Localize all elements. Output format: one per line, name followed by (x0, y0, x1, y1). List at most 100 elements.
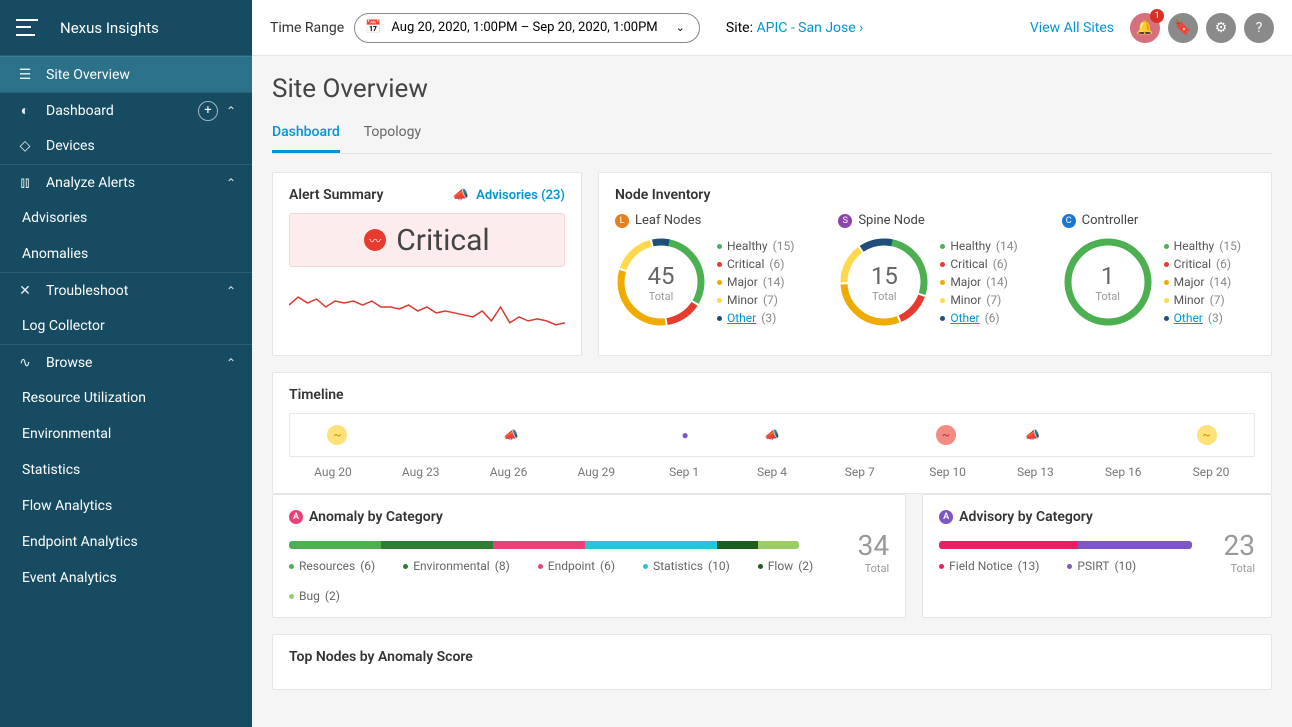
timeline-date: Sep 20 (1167, 465, 1255, 479)
add-dashboard-icon[interactable]: + (198, 101, 218, 121)
chevron-up-icon: ⌃ (226, 284, 236, 298)
legend-item[interactable]: Endpoint (6) (538, 559, 615, 573)
alert-sparkline (289, 277, 565, 337)
legend-item[interactable]: Bug (2) (289, 589, 340, 603)
devices-icon: ◇ (16, 138, 34, 154)
timeline-event-icon: ~ (936, 425, 956, 445)
nav-statistics[interactable]: Statistics (0, 452, 252, 488)
timeline-date: Aug 23 (377, 465, 465, 479)
nav-troubleshoot[interactable]: ✕ Troubleshoot ⌃ (0, 272, 252, 308)
view-all-sites-link[interactable]: View All Sites (1030, 20, 1114, 36)
megaphone-icon: 📣 (453, 188, 469, 203)
legend-item[interactable]: Statistics (10) (643, 559, 730, 573)
settings-button[interactable]: ⚙ (1206, 13, 1236, 43)
legend-item[interactable]: Environmental (8) (403, 559, 510, 573)
layers-icon: ☰ (16, 67, 34, 83)
timeline-date: Sep 13 (992, 465, 1080, 479)
nav-dashboard[interactable]: ◐ Dashboard + ⌃ (0, 92, 252, 128)
site-link[interactable]: APIC - San Jose (756, 20, 855, 36)
timeline-labels: Aug 20Aug 23Aug 26Aug 29Sep 1Sep 4Sep 7S… (289, 465, 1255, 479)
bar-segment (717, 541, 758, 549)
time-range-label: Time Range (270, 20, 344, 36)
timeline-event-icon: ~ (327, 425, 347, 445)
help-button[interactable]: ? (1244, 13, 1274, 43)
app-name: Nexus Insights (60, 19, 159, 37)
timeline-date: Aug 26 (465, 465, 553, 479)
nav-devices[interactable]: ◇ Devices (0, 128, 252, 164)
bar-segment (493, 541, 585, 549)
nav-browse[interactable]: ∿ Browse ⌃ (0, 344, 252, 380)
node-type-icon: L (615, 214, 629, 228)
node-legend: Healthy (14)Critical (6)Major (14)Minor … (940, 239, 1017, 325)
nav-log-collector[interactable]: Log Collector (0, 308, 252, 344)
sidebar: Nexus Insights ☰ Site Overview ◐ Dashboa… (0, 0, 252, 727)
nav-environmental[interactable]: Environmental (0, 416, 252, 452)
bar-segment (758, 541, 799, 549)
bar-segment (381, 541, 493, 549)
site-label: Site: APIC - San Jose › (726, 20, 864, 36)
anomaly-dot-icon: A (289, 510, 303, 524)
page-title: Site Overview (272, 74, 1272, 104)
heartbeat-icon: 〰 (364, 229, 386, 251)
timeline-cell[interactable]: ~ (902, 425, 989, 445)
nav-site-overview[interactable]: ☰ Site Overview (0, 56, 252, 92)
nav-analyze-alerts[interactable]: ⫾⫾ Analyze Alerts ⌃ (0, 164, 252, 200)
timeline-cell[interactable]: 📣 (989, 425, 1076, 445)
legend-item[interactable]: PSIRT (10) (1067, 559, 1136, 573)
advisory-bar (939, 541, 1192, 549)
nav-resource-util[interactable]: Resource Utilization (0, 380, 252, 416)
node-type-icon: C (1062, 214, 1076, 228)
timeline-event-icon: 📣 (1023, 425, 1043, 445)
node-col-controller: CController1TotalHealthy (15)Critical (6… (1062, 213, 1255, 328)
timeline-date: Sep 1 (640, 465, 728, 479)
timeline-date: Sep 7 (816, 465, 904, 479)
timeline-event-icon: 📣 (501, 425, 521, 445)
timeline-card: Timeline ~📣●📣~📣~ Aug 20Aug 23Aug 26Aug 2… (272, 372, 1272, 494)
timeline-cell[interactable]: ~ (294, 425, 381, 445)
donut-chart: 15Total (838, 236, 930, 328)
timeline-cell[interactable]: 📣 (729, 425, 816, 445)
advisories-link[interactable]: 📣 Advisories (23) (453, 188, 565, 203)
timeline-event-icon: 📣 (762, 425, 782, 445)
timeline-track: ~ 📣 ● 📣 ~ 📣 ~ (289, 413, 1255, 457)
anomaly-total: 34 Total (858, 529, 889, 575)
bar-segment (585, 541, 718, 549)
legend-item[interactable]: Resources (6) (289, 559, 375, 573)
tab-topology[interactable]: Topology (364, 118, 421, 153)
alert-title: Alert Summary (289, 187, 383, 203)
notifications-button[interactable]: 🔔1 (1130, 13, 1160, 43)
timeline-date: Sep 4 (728, 465, 816, 479)
main: Time Range 📅 Aug 20, 2020, 1:00PM – Sep … (252, 0, 1292, 727)
chevron-down-icon: ⌄ (676, 21, 685, 34)
nav-anomalies[interactable]: Anomalies (0, 236, 252, 272)
legend-item[interactable]: Field Notice (13) (939, 559, 1039, 573)
donut-chart: 1Total (1062, 236, 1154, 328)
node-header: SSpine Node (838, 213, 1031, 228)
time-range-picker[interactable]: 📅 Aug 20, 2020, 1:00PM – Sep 20, 2020, 1… (354, 13, 700, 43)
timeline-cell[interactable]: 📣 (468, 425, 555, 445)
timeline-cell[interactable]: ● (642, 425, 729, 445)
node-type-icon: S (838, 214, 852, 228)
menu-icon[interactable] (16, 17, 38, 39)
nav-advisories[interactable]: Advisories (0, 200, 252, 236)
severity-text: Critical (396, 223, 489, 258)
nav-flow[interactable]: Flow Analytics (0, 488, 252, 524)
node-legend: Healthy (15)Critical (6)Major (14)Minor … (717, 239, 794, 325)
nav-event[interactable]: Event Analytics (0, 560, 252, 596)
timeline-date: Sep 16 (1079, 465, 1167, 479)
bookmark-button[interactable]: 🔖 (1168, 13, 1198, 43)
timeline-event-icon: ~ (1197, 425, 1217, 445)
chevron-up-icon: ⌃ (226, 176, 236, 190)
anomaly-bar (289, 541, 799, 549)
tab-dashboard[interactable]: Dashboard (272, 118, 340, 153)
anomaly-category-card: A Anomaly by Category 34 Total Resources… (272, 494, 906, 618)
nav-endpoint[interactable]: Endpoint Analytics (0, 524, 252, 560)
chart-icon: ⫾⫾ (16, 175, 34, 191)
notif-badge: 1 (1150, 9, 1164, 23)
donut-chart: 45Total (615, 236, 707, 328)
tools-icon: ✕ (16, 283, 34, 299)
dashboard-icon: ◐ (16, 102, 34, 119)
timeline-date: Sep 10 (904, 465, 992, 479)
legend-item[interactable]: Flow (2) (758, 559, 813, 573)
timeline-cell[interactable]: ~ (1163, 425, 1250, 445)
